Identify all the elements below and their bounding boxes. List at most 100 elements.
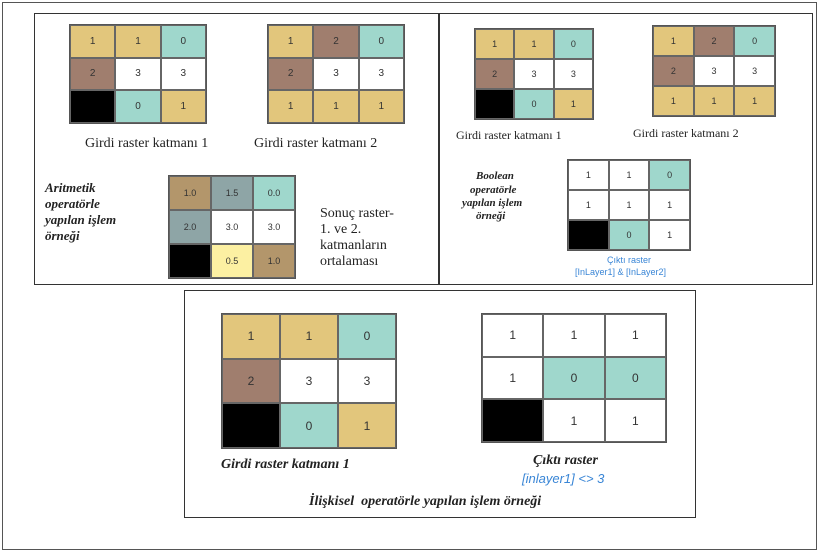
grid-cell: 3 <box>693 56 735 86</box>
grid-cell: 0 <box>649 160 690 190</box>
grid-cell: 1 <box>115 25 161 58</box>
bool-title-line: operatörle <box>470 184 517 196</box>
grid-cell: 1 <box>608 190 650 220</box>
arith-title-line: Aritmetik <box>45 180 96 195</box>
grid-cell: 1 <box>358 90 404 123</box>
arith-title-line: yapılan işlem <box>45 212 117 227</box>
grid-cell: 3 <box>160 57 206 91</box>
grid-cell: 1 <box>553 89 593 119</box>
rel-output-caption: Çıktı raster <box>533 453 598 468</box>
boolean-panel: 1 1 0 2 3 3 0 1 1 2 0 2 3 3 1 1 1 Girdi … <box>439 13 813 285</box>
grid-cell <box>169 244 211 278</box>
grid-cell: 0.0 <box>253 176 295 210</box>
grid-cell: 1 <box>604 314 666 357</box>
grid-cell: 1.0 <box>169 176 211 210</box>
grid-cell: 1 <box>568 190 609 220</box>
grid-cell: 1 <box>604 399 666 442</box>
grid-cell <box>568 220 609 250</box>
grid-cell: 1 <box>608 160 650 190</box>
grid-cell: 0 <box>358 25 404 58</box>
grid-cell: 1 <box>693 86 735 116</box>
grid-cell: 0 <box>514 89 554 119</box>
grid-cell: 3.0 <box>253 210 295 244</box>
grid-cell: 3.0 <box>211 210 253 244</box>
grid-cell: 3 <box>338 358 396 404</box>
bool-input-grid-1: 1 1 0 2 3 3 0 1 <box>474 28 594 120</box>
rel-output-grid: 1 1 1 1 0 0 1 1 <box>481 313 667 443</box>
arith-result-caption-line: ortalaması <box>320 254 379 269</box>
grid-cell: 1 <box>649 220 690 250</box>
arith-input-label-1: Girdi raster katmanı 1 <box>85 136 209 151</box>
grid-cell: 0 <box>160 25 206 58</box>
grid-cell: 2 <box>222 358 280 404</box>
bool-title-line: yapılan işlem <box>462 197 523 209</box>
grid-cell: 3 <box>115 57 161 91</box>
arith-input-label-2: Girdi raster katmanı 2 <box>254 136 378 151</box>
grid-cell: 0 <box>543 356 605 400</box>
arith-result-grid: 1.0 1.5 0.0 2.0 3.0 3.0 0.5 1.0 <box>168 175 296 279</box>
grid-cell: 3 <box>358 57 404 91</box>
grid-cell: 2.0 <box>169 210 211 244</box>
rel-input-grid-1: 1 1 0 2 3 3 0 1 <box>221 313 397 449</box>
rel-input-label-1: Girdi raster katmanı 1 <box>221 457 350 472</box>
rel-output-expression: [inlayer1] <> 3 <box>522 471 605 486</box>
grid-cell: 1 <box>653 86 694 116</box>
grid-cell <box>70 90 116 123</box>
grid-cell: 1 <box>160 90 206 123</box>
bool-output-expression: [InLayer1] & [InLayer2] <box>575 267 667 277</box>
arith-result-caption-line: 1. ve 2. <box>320 222 362 237</box>
grid-cell: 1 <box>268 90 314 123</box>
bool-title-line: örneği <box>476 210 506 222</box>
arith-title-line: operatörle <box>45 196 100 211</box>
grid-cell: 1 <box>475 29 515 59</box>
grid-cell <box>222 403 280 448</box>
arith-result-caption-line: Sonuç raster- <box>320 206 394 221</box>
grid-cell: 3 <box>313 57 359 91</box>
grid-cell: 1.0 <box>253 244 295 278</box>
grid-cell: 0 <box>604 356 666 400</box>
arith-result-caption-line: katmanların <box>320 238 387 253</box>
arith-input-grid-1: 1 1 0 2 3 3 0 1 <box>69 24 207 124</box>
grid-cell: 1 <box>338 403 396 448</box>
grid-cell <box>475 89 515 119</box>
grid-cell: 1 <box>543 314 605 357</box>
grid-cell: 0 <box>338 314 396 359</box>
grid-cell: 1 <box>734 86 775 116</box>
arithmetic-panel: 1 1 0 2 3 3 0 1 1 2 0 2 3 3 1 1 1 Girdi … <box>34 13 439 285</box>
grid-cell: 2 <box>653 56 694 86</box>
grid-cell: 1 <box>280 314 338 359</box>
grid-cell: 3 <box>280 358 338 404</box>
bool-output-caption: Çıktı raster <box>607 255 652 265</box>
bool-input-label-1: Girdi raster katmanı 1 <box>456 128 562 142</box>
relational-panel: 1 1 0 2 3 3 0 1 1 1 1 1 0 0 1 1 Girdi ra… <box>184 290 696 518</box>
grid-cell: 0 <box>553 29 593 59</box>
grid-cell: 2 <box>70 57 116 91</box>
bool-title-line: Boolean <box>476 170 514 182</box>
grid-cell: 1 <box>568 160 609 190</box>
grid-cell: 0 <box>115 90 161 123</box>
grid-cell: 0 <box>734 26 775 56</box>
grid-cell: 1 <box>482 314 544 357</box>
grid-cell: 0 <box>280 403 338 448</box>
grid-cell: 1 <box>543 399 605 442</box>
bool-input-grid-2: 1 2 0 2 3 3 1 1 1 <box>652 25 776 117</box>
grid-cell: 1 <box>482 356 544 400</box>
grid-cell: 3 <box>553 59 593 89</box>
grid-cell: 0.5 <box>211 244 253 278</box>
grid-cell: 2 <box>475 59 515 89</box>
bool-output-grid: 1 1 0 1 1 1 0 1 <box>567 159 691 251</box>
grid-cell: 1 <box>222 314 280 359</box>
grid-cell: 1 <box>268 25 314 58</box>
grid-cell: 1 <box>649 190 690 220</box>
grid-cell: 1 <box>313 90 359 123</box>
grid-cell: 1 <box>70 25 116 58</box>
grid-cell: 0 <box>608 220 650 250</box>
grid-cell: 1 <box>514 29 554 59</box>
arith-title-line: örneği <box>45 228 80 243</box>
grid-cell: 1.5 <box>211 176 253 210</box>
grid-cell: 2 <box>313 25 359 58</box>
grid-cell: 2 <box>268 57 314 91</box>
rel-footer-title: İlişkisel operatörle yapılan işlem örneğ… <box>309 494 542 509</box>
arith-input-grid-2: 1 2 0 2 3 3 1 1 1 <box>267 24 405 124</box>
